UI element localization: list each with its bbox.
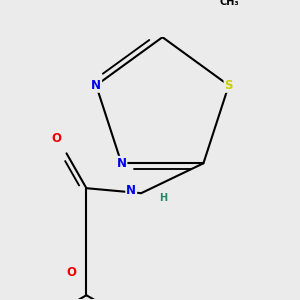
Text: O: O (67, 266, 76, 279)
Text: N: N (126, 184, 136, 197)
Text: H: H (160, 193, 168, 203)
Text: N: N (91, 79, 101, 92)
Text: N: N (116, 157, 127, 170)
Text: S: S (224, 79, 233, 92)
Text: CH₃: CH₃ (220, 0, 239, 7)
Text: O: O (52, 132, 61, 145)
